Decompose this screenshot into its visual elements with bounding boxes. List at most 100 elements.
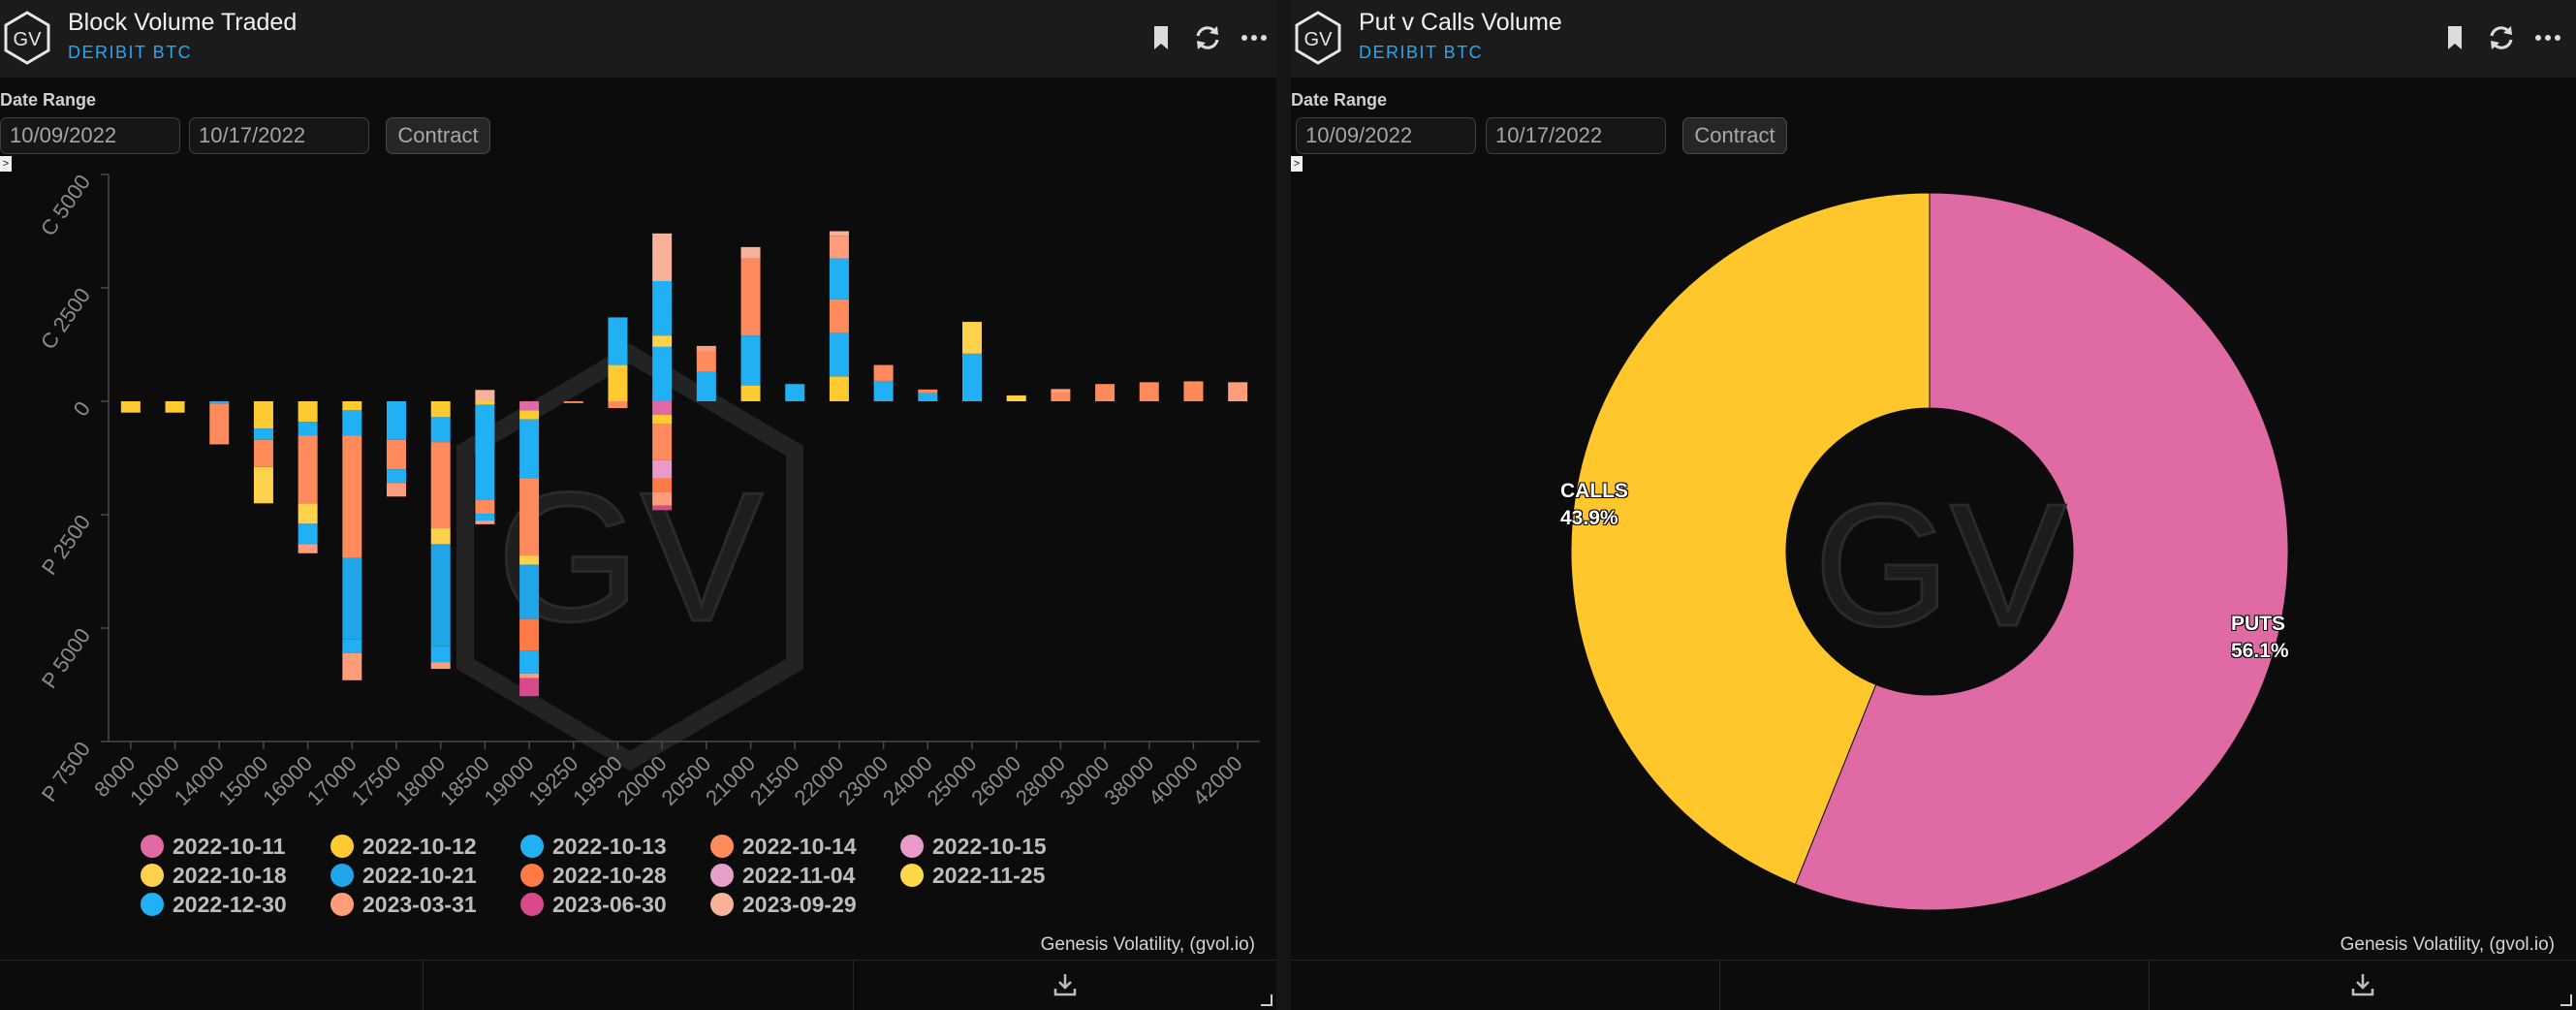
bar-segment[interactable] [387,483,406,497]
bar-segment[interactable] [829,231,849,237]
bar-segment[interactable] [740,385,761,401]
bar-segment[interactable] [1095,384,1115,401]
bar-segment[interactable] [652,491,673,506]
bar-segment[interactable] [209,401,230,404]
bar-segment[interactable] [652,415,673,425]
resize-handle[interactable] [1261,994,1272,1006]
download-icon[interactable] [1051,970,1080,999]
bar-segment[interactable] [785,384,805,401]
bar-segment[interactable] [1006,395,1026,401]
bar-segment[interactable] [430,646,451,663]
bar-segment[interactable] [652,505,673,511]
legend-item[interactable]: 2023-06-30 [520,890,667,919]
bar-segment[interactable] [652,233,673,281]
more-icon[interactable] [2531,21,2564,54]
bar-segment[interactable] [387,439,406,470]
bar-segment[interactable] [1183,381,1204,401]
legend-item[interactable]: 2022-10-12 [330,832,477,861]
bar-segment[interactable] [253,428,273,440]
bar-segment[interactable] [519,555,540,565]
bar-segment[interactable] [298,422,318,436]
pie-slice-calls[interactable] [1570,192,1931,885]
legend-item[interactable]: 2022-11-25 [900,861,1045,890]
bar-segment[interactable] [475,404,495,501]
legend-item[interactable]: 2022-10-28 [520,861,667,890]
legend-item[interactable]: 2022-10-15 [900,832,1047,861]
legend-item[interactable]: 2022-10-18 [141,861,287,890]
bar-segment[interactable] [253,439,273,467]
bar-segment[interactable] [342,557,362,640]
bar-segment[interactable] [652,478,673,492]
bar-segment[interactable] [430,662,451,670]
bar-segment[interactable] [519,478,540,556]
end-date-input[interactable] [189,117,369,154]
end-date-input[interactable] [1486,117,1666,154]
resize-handle[interactable] [2560,994,2572,1006]
bar-segment[interactable] [918,393,938,401]
bar-segment[interactable] [1051,389,1071,394]
bar-segment[interactable] [608,401,628,409]
bar-segment[interactable] [519,650,540,674]
bar-segment[interactable] [298,401,318,423]
refresh-icon[interactable] [1191,21,1224,54]
bar-segment[interactable] [298,435,318,504]
pie-slice-puts[interactable] [1794,192,2289,911]
bar-segment[interactable] [430,544,451,647]
legend-item[interactable]: 2023-03-31 [330,890,477,919]
bar-segment[interactable] [829,332,849,377]
bar-segment[interactable] [829,258,849,300]
bar-segment[interactable] [298,544,318,553]
bar-segment[interactable] [342,435,362,558]
bar-segment[interactable] [209,403,230,445]
bar-segment[interactable] [298,503,318,524]
bar-segment[interactable] [1228,382,1248,401]
bar-segment[interactable] [519,401,540,411]
bar-segment[interactable] [873,380,894,401]
bar-segment[interactable] [342,401,362,411]
bar-segment[interactable] [696,351,716,372]
bar-segment[interactable] [740,258,761,336]
bar-segment[interactable] [430,417,451,443]
bar-segment[interactable] [740,246,761,259]
bar-segment[interactable] [873,364,894,381]
bar-segment[interactable] [962,353,982,401]
bar-segment[interactable] [563,401,583,403]
bar-segment[interactable] [696,345,716,352]
legend-item[interactable]: 2022-10-21 [330,861,477,890]
more-icon[interactable] [1238,21,1271,54]
contract-button[interactable]: Contract [1682,117,1787,154]
bar-segment[interactable] [1139,382,1159,401]
bar-segment[interactable] [696,371,716,401]
bar-segment[interactable] [652,346,673,401]
bar-segment[interactable] [387,401,406,440]
bar-segment[interactable] [475,401,495,405]
bar-segment[interactable] [430,442,451,529]
bar-segment[interactable] [519,419,540,479]
bar-segment[interactable] [298,523,318,545]
bar-segment[interactable] [342,410,362,436]
bar-segment[interactable] [430,401,451,418]
contract-button[interactable]: Contract [386,117,490,154]
bar-segment[interactable] [652,424,673,460]
legend-item[interactable]: 2022-10-11 [141,832,285,861]
bookmark-icon[interactable] [1145,21,1178,54]
bar-segment[interactable] [253,401,273,429]
bar-segment[interactable] [430,528,451,545]
legend-item[interactable]: 2022-12-30 [141,890,287,919]
start-date-input[interactable] [0,117,180,154]
bar-segment[interactable] [253,466,273,504]
legend-item[interactable]: 2022-10-14 [710,832,857,861]
bar-segment[interactable] [829,236,849,259]
bar-segment[interactable] [652,459,673,479]
bar-segment[interactable] [342,652,362,680]
bar-segment[interactable] [519,678,540,697]
bar-segment[interactable] [519,564,540,619]
bar-segment[interactable] [475,500,495,515]
bar-segment[interactable] [519,673,540,679]
bar-segment[interactable] [342,639,362,653]
bar-segment[interactable] [829,376,849,401]
bar-segment[interactable] [165,401,185,413]
start-date-input[interactable] [1296,117,1476,154]
bar-segment[interactable] [829,299,849,333]
bar-segment[interactable] [652,335,673,347]
